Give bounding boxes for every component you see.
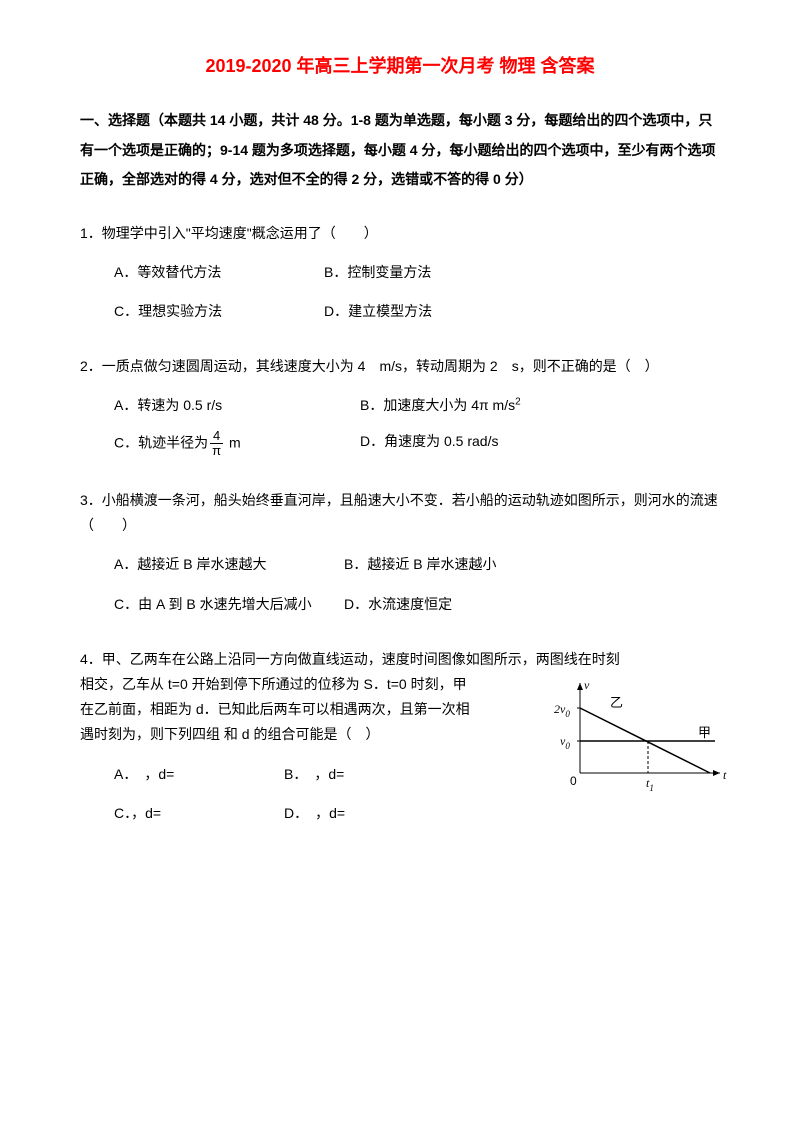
q2-opt-d: D．角速度为 0.5 rad/s bbox=[360, 429, 498, 459]
q4-opt-b: B． ，d= bbox=[284, 762, 344, 787]
graph-label-jia: 甲 bbox=[698, 725, 711, 740]
q4-opt-d: D． ，d= bbox=[284, 801, 345, 826]
graph-x-axis-label: t bbox=[723, 768, 727, 782]
q3-opt-b: B．越接近 B 岸水速越小 bbox=[344, 552, 496, 577]
q1-opt-d: D．建立模型方法 bbox=[324, 299, 432, 324]
q3-stem: 3．小船横渡一条河，船头始终垂直河岸，且船速大小不变．若小船的运动轨迹如图所示，… bbox=[80, 488, 720, 538]
q3-opt-a: A．越接近 B 岸水速越大 bbox=[114, 552, 344, 577]
question-3: 3．小船横渡一条河，船头始终垂直河岸，且船速大小不变．若小船的运动轨迹如图所示，… bbox=[80, 488, 720, 617]
graph-origin: 0 bbox=[570, 774, 577, 788]
q4-stem-line1: 4．甲、乙两车在公路上沿同一方向做直线运动，速度时间图像如图所示，两图线在时刻 bbox=[80, 647, 720, 672]
q4-opt-c: C．，d= bbox=[114, 801, 284, 826]
question-1: 1．物理学中引入"平均速度"概念运用了（ ） A．等效替代方法 B．控制变量方法… bbox=[80, 221, 720, 325]
q2-opt-c: C．轨迹半径为4π m bbox=[80, 429, 360, 459]
q2-opt-b: B．加速度大小为 4π m/s2 bbox=[360, 393, 521, 418]
graph-ytick-2v0: 2v0 bbox=[554, 702, 570, 719]
graph-xtick-t1: t1 bbox=[646, 776, 654, 793]
graph-label-yi: 乙 bbox=[610, 695, 623, 710]
question-2: 2．一质点做匀速圆周运动，其线速度大小为 4 m/s，转动周期为 2 s，则不正… bbox=[80, 354, 720, 458]
section-instructions: 一、选择题（本题共 14 小题，共计 48 分。1-8 题为单选题，每小题 3 … bbox=[80, 106, 720, 194]
q4-opt-a: A． ，d= bbox=[114, 762, 284, 787]
q3-opt-c: C．由 A 到 B 水速先增大后减小 bbox=[114, 592, 344, 617]
q1-stem: 1．物理学中引入"平均速度"概念运用了（ ） bbox=[80, 221, 720, 246]
q2-opt-a: A．转速为 0.5 r/s bbox=[80, 393, 360, 418]
velocity-time-graph: v0 2v0 0 t1 t v 乙 甲 bbox=[550, 673, 730, 793]
graph-y-axis-label: v bbox=[584, 678, 590, 692]
q2-stem: 2．一质点做匀速圆周运动，其线速度大小为 4 m/s，转动周期为 2 s，则不正… bbox=[80, 354, 720, 379]
question-4: 4．甲、乙两车在公路上沿同一方向做直线运动，速度时间图像如图所示，两图线在时刻 … bbox=[80, 647, 720, 826]
q1-opt-a: A．等效替代方法 bbox=[114, 260, 324, 285]
q1-opt-c: C．理想实验方法 bbox=[114, 299, 324, 324]
page-title: 2019-2020 年高三上学期第一次月考 物理 含答案 bbox=[80, 50, 720, 82]
q1-opt-b: B．控制变量方法 bbox=[324, 260, 431, 285]
graph-ytick-v0: v0 bbox=[560, 734, 570, 751]
q3-opt-d: D．水流速度恒定 bbox=[344, 592, 452, 617]
